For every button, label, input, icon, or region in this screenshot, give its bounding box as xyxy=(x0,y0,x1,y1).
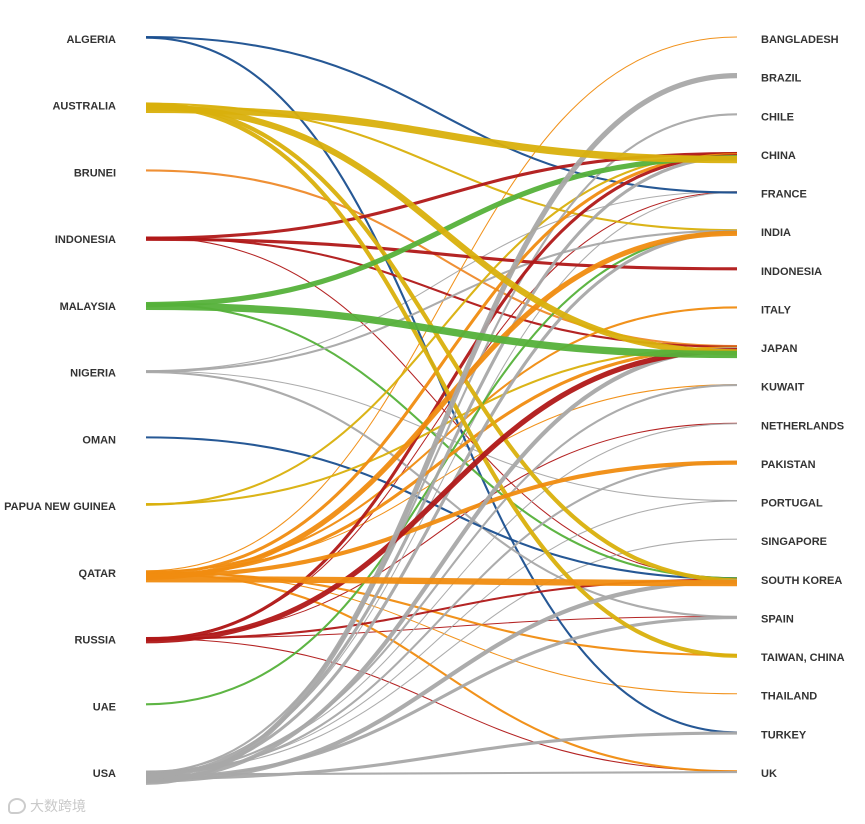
importer-label-indonesia: INDONESIA xyxy=(761,266,822,278)
importer-label-taiwan-china: TAIWAN, CHINA xyxy=(761,652,845,664)
exporter-label-nigeria: NIGERIA xyxy=(70,368,116,380)
flow-nigeria-to-france xyxy=(145,191,738,372)
flow-russia-to-netherlands xyxy=(145,422,738,639)
flow-qatar-to-bangladesh xyxy=(145,36,738,572)
flow-usa-to-japan xyxy=(145,347,738,782)
flow-qatar-to-kuwait xyxy=(145,384,738,572)
watermark: 大数跨境 xyxy=(8,796,86,816)
flow-qatar-to-pakistan xyxy=(145,460,738,579)
exporter-label-papua-new-guinea: PAPUA NEW GUINEA xyxy=(4,501,116,513)
flow-group xyxy=(145,35,738,785)
exporter-label-brunei: BRUNEI xyxy=(74,167,116,179)
flow-russia-to-spain xyxy=(145,615,738,639)
flow-russia-to-china xyxy=(145,154,738,642)
importer-label-thailand: THAILAND xyxy=(761,691,817,703)
flow-indonesia-to-indonesia xyxy=(145,237,738,271)
importer-label-singapore: SINGAPORE xyxy=(761,536,827,548)
importer-label-netherlands: NETHERLANDS xyxy=(761,420,844,432)
flow-qatar-to-italy xyxy=(145,306,738,573)
flow-australia-to-south-korea xyxy=(145,102,738,583)
importer-label-japan: JAPAN xyxy=(761,343,798,355)
importer-label-bangladesh: BANGLADESH xyxy=(761,34,839,46)
flow-usa-to-south-korea xyxy=(145,579,738,783)
watermark-logo-icon xyxy=(8,798,26,814)
importer-label-kuwait: KUWAIT xyxy=(761,382,805,394)
importer-label-pakistan: PAKISTAN xyxy=(761,459,816,471)
importer-label-spain: SPAIN xyxy=(761,613,794,625)
flow-oman-to-south-korea xyxy=(145,436,738,580)
flow-usa-to-brazil xyxy=(145,73,738,785)
exporter-label-russia: RUSSIA xyxy=(74,635,116,647)
flow-usa-to-netherlands xyxy=(145,423,738,772)
importer-label-france: FRANCE xyxy=(761,189,807,201)
importer-label-uk: UK xyxy=(761,768,777,780)
importer-label-south-korea: SOUTH KOREA xyxy=(761,575,842,587)
flow-qatar-to-india xyxy=(145,230,738,581)
importer-label-chile: CHILE xyxy=(761,111,794,123)
flow-qatar-to-japan xyxy=(145,346,738,577)
exporter-label-uae: UAE xyxy=(93,701,116,713)
exporter-label-oman: OMAN xyxy=(82,434,116,446)
exporter-labels: ALGERIA AUSTRALIA BRUNEI INDONESIA MALAYSIA N… xyxy=(4,34,116,780)
flow-malaysia-to-japan xyxy=(145,302,738,359)
exporter-label-australia: AUSTRALIA xyxy=(52,101,116,113)
flow-usa-to-turkey xyxy=(145,731,738,780)
exporter-label-algeria: ALGERIA xyxy=(67,34,117,46)
importer-label-italy: ITALY xyxy=(761,304,792,316)
watermark-text: 大数跨境 xyxy=(30,799,86,815)
flow-australia-to-japan xyxy=(145,104,738,356)
importer-label-turkey: TURKEY xyxy=(761,729,807,741)
importer-label-india: INDIA xyxy=(761,227,791,239)
exporter-label-indonesia: INDONESIA xyxy=(55,234,116,246)
flow-usa-to-india xyxy=(145,230,738,778)
importer-label-brazil: BRAZIL xyxy=(761,73,802,85)
exporter-label-malaysia: MALAYSIA xyxy=(60,301,116,313)
flow-nigeria-to-portugal xyxy=(145,370,738,502)
importer-label-china: CHINA xyxy=(761,150,796,162)
importer-label-portugal: PORTUGAL xyxy=(761,498,823,510)
exporter-label-qatar: QATAR xyxy=(79,568,117,580)
flow-nigeria-to-india xyxy=(145,229,738,373)
flow-russia-to-uk xyxy=(145,638,738,772)
flow-usa-to-france xyxy=(145,191,738,773)
importer-labels: BANGLADESH BRAZIL CHILE CHINA FRANCE INDIA IND… xyxy=(761,34,845,780)
flow-australia-to-taiwan-china xyxy=(145,103,738,658)
flow-qatar-to-uk xyxy=(145,572,738,773)
flow-qatar-to-south-korea xyxy=(145,576,738,587)
flow-russia-to-japan xyxy=(145,347,738,644)
exporter-label-usa: USA xyxy=(93,768,116,780)
flow-australia-to-china xyxy=(145,105,738,164)
flow-qatar-to-china xyxy=(145,153,738,576)
